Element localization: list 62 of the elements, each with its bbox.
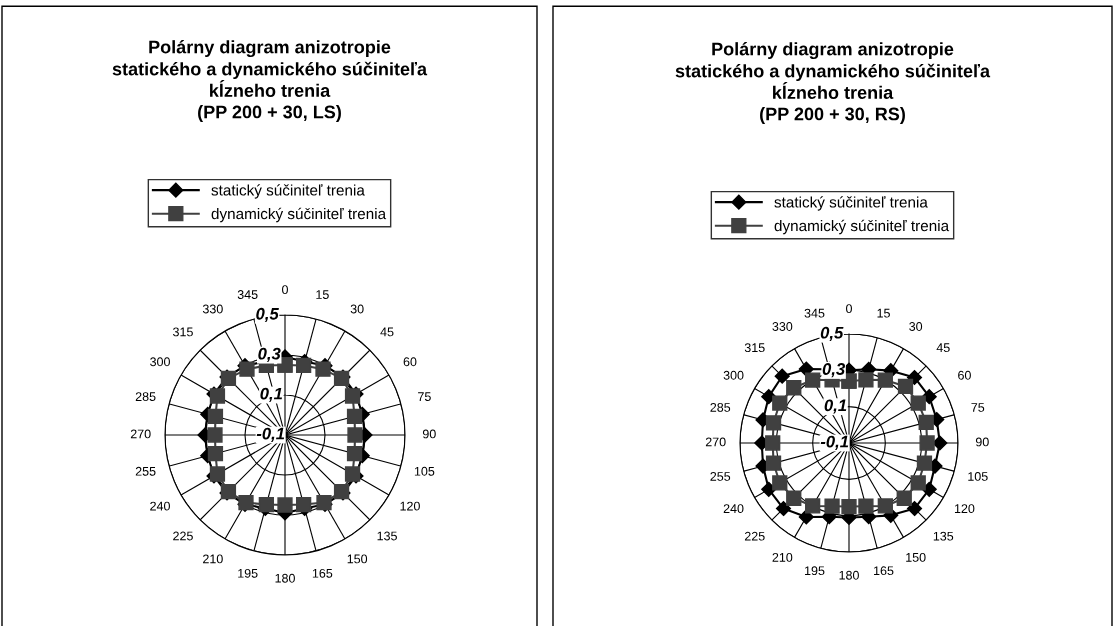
- spoke-label: 165: [312, 568, 333, 578]
- spoke-label: 345: [237, 290, 258, 299]
- spoke-label: 0: [282, 285, 288, 295]
- spoke-label: 210: [203, 554, 223, 564]
- y-tick-label: 0,3: [258, 347, 281, 362]
- spoke-label: 180: [275, 573, 295, 583]
- spoke-label: 120: [400, 501, 420, 511]
- spoke-label: 300: [150, 357, 170, 367]
- spoke-label: 195: [238, 568, 258, 578]
- spoke-label: 30: [350, 304, 364, 314]
- chart-title: Polárny diagram anizotropie statického a dynamického súčiniteľa kĺzneho trenia (PP 200 + 30, RS): [675, 42, 991, 124]
- spoke-label: 75: [971, 403, 985, 412]
- spoke-label: 15: [316, 290, 329, 299]
- legend-label: statický súčiniteľ trenia: [211, 184, 365, 199]
- spoke-label: 255: [135, 466, 156, 476]
- chart-title: Polárny diagram anizotropie statického a dynamického súčiniteľa kĺzneho trenia (PP 200 + 30, LS): [112, 40, 428, 122]
- spoke-label: 90: [422, 429, 436, 439]
- spoke-label: 75: [418, 392, 431, 402]
- spoke-label: 90: [975, 437, 989, 447]
- y-tick-label: 0,5: [256, 307, 279, 323]
- spoke-label: 15: [877, 308, 890, 318]
- spoke-label: 285: [710, 403, 731, 412]
- y-tick-label: 0,3: [822, 363, 846, 378]
- spoke-label: 60: [403, 357, 417, 367]
- spoke-label: 255: [710, 472, 731, 481]
- spoke-label: 150: [347, 554, 368, 564]
- spoke-label: 240: [150, 501, 170, 511]
- spoke-label: 45: [380, 327, 394, 337]
- spoke-label: 60: [958, 370, 971, 380]
- legend-label: dynamický súčiniteľ trenia: [774, 219, 950, 235]
- spoke-label: 240: [723, 504, 744, 514]
- spoke-label: 195: [805, 566, 825, 576]
- spoke-label: 225: [173, 531, 193, 541]
- y-tick-label: 0,5: [820, 326, 844, 342]
- spoke-label: 210: [772, 552, 793, 562]
- spoke-label: 135: [933, 531, 954, 541]
- spoke-label: 330: [202, 304, 223, 314]
- spoke-label: 270: [130, 429, 151, 439]
- spoke-label: 30: [909, 322, 923, 331]
- y-tick-label: -0,1: [256, 427, 285, 442]
- spoke-label: 105: [968, 472, 988, 481]
- spoke-label: 345: [804, 308, 825, 318]
- spoke-label: 135: [377, 531, 397, 541]
- y-tick-label: 0,1: [824, 399, 847, 414]
- spoke-label: 165: [874, 566, 894, 576]
- spoke-label: 300: [723, 370, 744, 380]
- spoke-label: 0: [846, 304, 852, 314]
- legend-label: statický súčiniteľ trenia: [774, 196, 928, 211]
- spoke-label: 270: [705, 437, 726, 447]
- spoke-label: 105: [414, 466, 435, 476]
- spoke-label: 315: [173, 327, 193, 337]
- y-tick-label: -0,1: [820, 435, 849, 450]
- spoke-label: 150: [906, 552, 926, 562]
- spoke-label: 120: [954, 504, 975, 514]
- spoke-label: 330: [772, 322, 793, 331]
- spoke-label: 285: [135, 392, 156, 402]
- spoke-label: 315: [744, 343, 765, 353]
- spoke-label: 45: [936, 343, 950, 353]
- legend-label: dynamický súčiniteľ trenia: [211, 207, 387, 223]
- y-tick-label: 0,1: [260, 387, 283, 402]
- spoke-label: 180: [839, 570, 859, 580]
- spoke-label: 225: [744, 531, 765, 541]
